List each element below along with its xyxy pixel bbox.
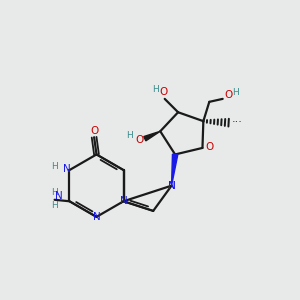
Text: N: N	[120, 196, 128, 206]
Text: H: H	[51, 201, 58, 210]
Text: O: O	[224, 90, 232, 100]
Text: N: N	[55, 191, 63, 201]
Text: H: H	[232, 88, 239, 97]
Text: O: O	[159, 87, 168, 97]
Text: H: H	[51, 188, 58, 197]
Text: O: O	[90, 126, 98, 136]
Text: O: O	[205, 142, 213, 152]
Polygon shape	[144, 131, 160, 141]
Text: H: H	[152, 85, 159, 94]
Text: O: O	[135, 135, 144, 145]
Polygon shape	[172, 154, 178, 186]
Text: N: N	[93, 212, 101, 223]
Text: N: N	[168, 181, 176, 191]
Text: H: H	[127, 131, 133, 140]
Text: N: N	[168, 181, 176, 191]
Text: H: H	[51, 162, 57, 171]
Text: ···: ···	[232, 117, 242, 127]
Text: N: N	[63, 164, 71, 175]
